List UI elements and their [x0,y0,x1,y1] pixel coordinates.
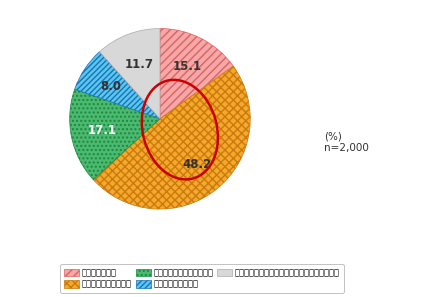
Text: 11.7: 11.7 [125,58,153,70]
Text: (%)
n=2,000: (%) n=2,000 [324,132,369,153]
Wedge shape [70,89,160,180]
Text: 15.1: 15.1 [172,60,201,73]
Legend: 利用してほしい, 利用を検討してほしい, あまり利用してほしくない, 利用してほしくない, 将来自分が介護を受けることを想定していない: 利用してほしい, 利用を検討してほしい, あまり利用してほしくない, 利用してほ… [60,264,344,293]
Text: 8.0: 8.0 [101,80,122,93]
Text: 17.1: 17.1 [88,124,117,137]
Wedge shape [99,29,160,119]
Wedge shape [93,66,250,209]
Wedge shape [160,29,233,119]
Wedge shape [75,52,160,119]
Text: 48.2: 48.2 [182,158,212,171]
